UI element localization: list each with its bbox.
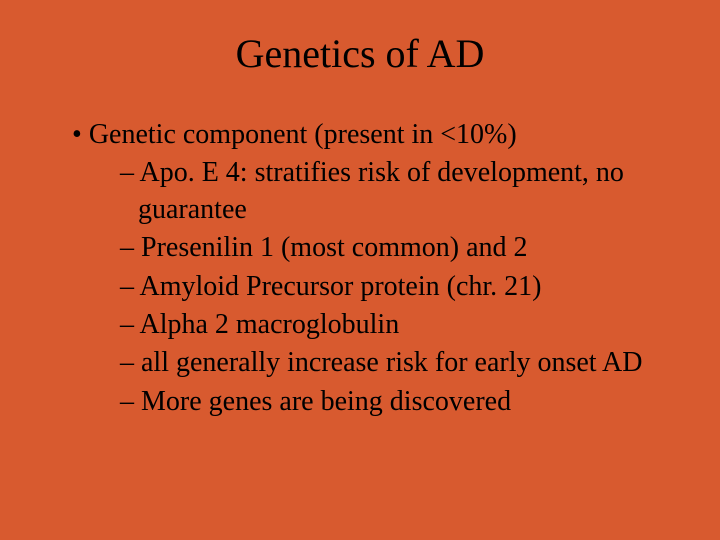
bullet-item: all generally increase risk for early on… xyxy=(60,345,660,381)
slide-title: Genetics of AD xyxy=(60,30,660,77)
bullet-item: Amyloid Precursor protein (chr. 21) xyxy=(60,269,660,305)
bullet-item: Alpha 2 macroglobulin xyxy=(60,307,660,343)
slide: Genetics of AD Genetic component (presen… xyxy=(0,0,720,540)
bullet-item: More genes are being discovered xyxy=(60,384,660,420)
bullet-item: Presenilin 1 (most common) and 2 xyxy=(60,230,660,266)
slide-body: Genetic component (present in <10%) Apo.… xyxy=(60,117,660,420)
bullet-item: Genetic component (present in <10%) xyxy=(60,117,660,153)
bullet-item: Apo. E 4: stratifies risk of development… xyxy=(60,155,660,228)
